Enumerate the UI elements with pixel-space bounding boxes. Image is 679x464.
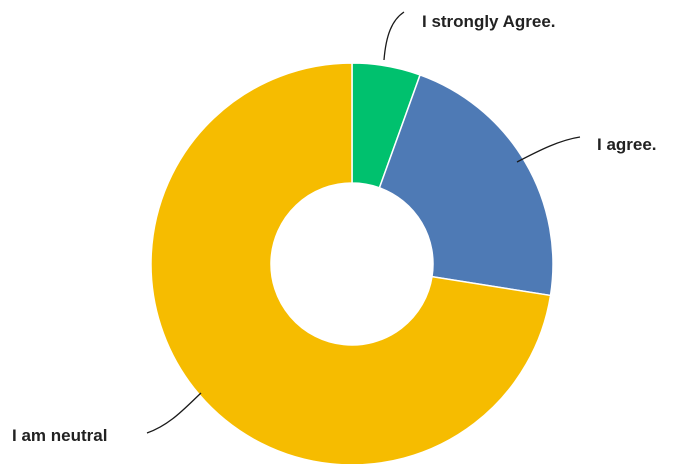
slices-group: [150, 62, 554, 464]
slice-label-strongly-agree: I strongly Agree.: [422, 12, 556, 31]
slice-neutral: [150, 62, 552, 464]
leader-line-strongly-agree: [383, 11, 405, 61]
leader-line-agree: [516, 136, 581, 163]
slice-agree: [378, 73, 554, 297]
leader-line-neutral: [146, 392, 202, 434]
slice-label-agree: I agree.: [597, 135, 657, 154]
leader-lines-group: [146, 11, 581, 434]
slice-label-neutral: I am neutral: [12, 426, 107, 445]
